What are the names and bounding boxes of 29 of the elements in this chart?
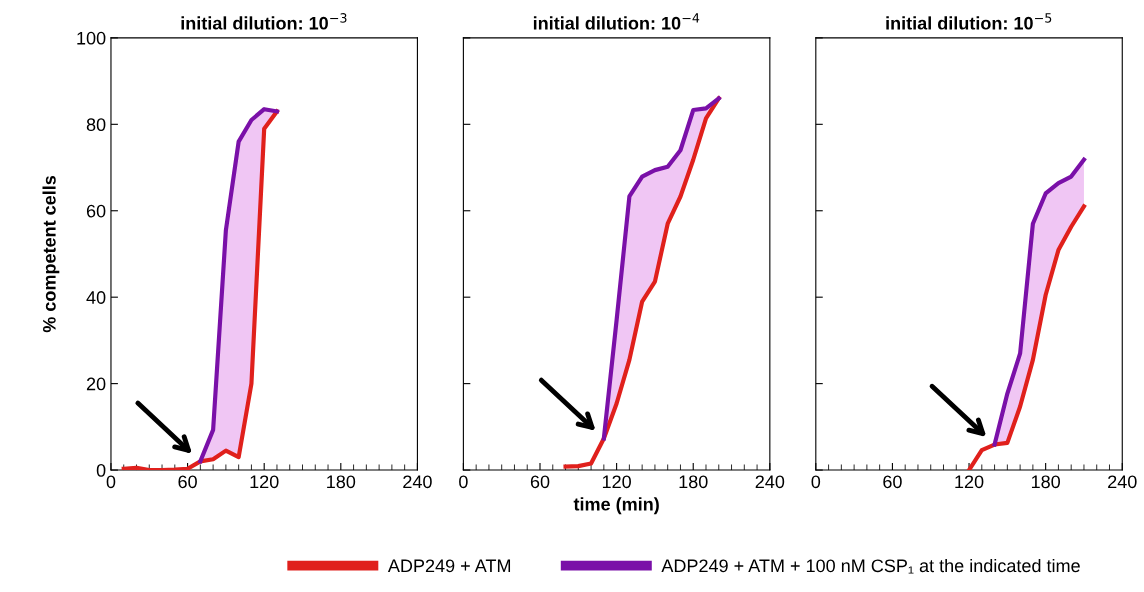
y-tick-label: 20 — [86, 377, 106, 391]
legend-label: ADP249 + ATM + 100 nM CSP₁ at the indicated time — [661, 558, 1080, 574]
x-tick-label: 180 — [1031, 475, 1061, 489]
x-tick-label: 240 — [755, 475, 785, 489]
x-tick-label: 60 — [178, 475, 197, 489]
x-tick-label: 120 — [602, 475, 631, 489]
x-tick-label: 240 — [403, 475, 432, 489]
x-tick-label: 0 — [459, 475, 468, 489]
x-tick-label: 180 — [327, 475, 356, 489]
x-tick-label: 240 — [1108, 475, 1137, 489]
legend-label: ADP249 + ATM — [387, 559, 511, 573]
x-tick-label: 0 — [106, 475, 116, 489]
y-tick-label: 80 — [86, 118, 106, 132]
x-axis-title: time (min) — [573, 497, 659, 515]
x-tick-label: 0 — [811, 475, 821, 489]
chart-title: initial dilution: 10$^{−4}$ — [533, 13, 700, 30]
x-tick-label: 60 — [883, 475, 902, 489]
line-series — [121, 109, 280, 471]
y-tick-label: 100 — [77, 31, 106, 45]
y-tick-label: 40 — [86, 291, 106, 304]
y-tick-label: 0 — [96, 463, 106, 477]
x-tick-label: 60 — [530, 475, 550, 489]
chart-title: initial dilution: 10$^{−5}$ — [886, 13, 1052, 30]
x-tick-label: 180 — [679, 475, 708, 489]
x-tick-label: 120 — [250, 475, 279, 489]
chart-title: initial dilution: 10$^{−3}$ — [181, 13, 347, 30]
y-axis-title: % competent cells — [42, 175, 60, 333]
x-tick-label: 120 — [955, 475, 984, 489]
y-tick-label: 60 — [86, 204, 106, 218]
